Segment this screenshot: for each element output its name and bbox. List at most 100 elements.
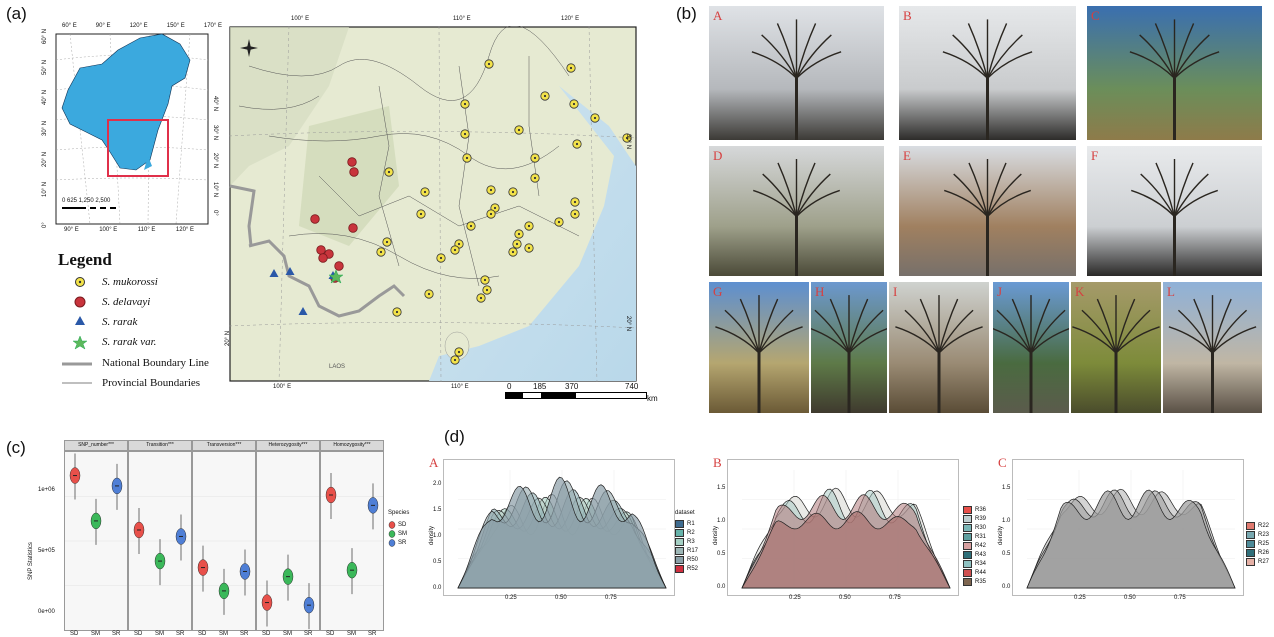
panel-label-c: (c)	[6, 438, 26, 457]
photo-letter: I	[893, 284, 898, 299]
s-delavayi-point	[318, 253, 328, 263]
density-legend-item: R30	[963, 523, 986, 532]
s-mukorossi-point	[460, 99, 470, 109]
s-mukorossi-point	[508, 247, 518, 257]
map-right-tick: 20° N	[625, 316, 631, 332]
legend-label: R34	[975, 560, 987, 567]
photo-letter: L	[1167, 284, 1175, 299]
inset-left-tick: 0°	[42, 222, 48, 228]
facet-strip: SNP_number***	[64, 440, 128, 451]
legend-swatch	[963, 577, 972, 586]
s-mukorossi-point	[454, 347, 464, 357]
panel-label-a: (a)	[6, 4, 27, 23]
legend-swatch	[675, 528, 684, 537]
map-bottom-tick: 110° E	[451, 384, 469, 390]
legend-swatch	[963, 568, 972, 577]
legend-swatch	[963, 541, 972, 550]
s-mukorossi-point	[622, 133, 632, 143]
inset-left-tick: 10° N	[42, 182, 48, 198]
map-laos-label: LAOS	[329, 364, 346, 370]
inset-right-tick: 40° N	[212, 96, 218, 112]
inset-bottom-tick: 110° E	[137, 227, 156, 233]
s-mukorossi-point	[416, 209, 426, 219]
photo-letter: E	[903, 148, 911, 163]
legend-swatch	[675, 564, 684, 573]
density-ytick: 0.5	[717, 551, 726, 557]
s-mukorossi-point	[450, 355, 460, 365]
density-xtick: 0.50	[555, 595, 567, 601]
s-mukorossi-point	[524, 221, 534, 231]
tree-photo: J	[993, 282, 1069, 413]
s-mukorossi-point	[530, 153, 540, 163]
legend-label: R43	[975, 551, 987, 558]
scale-number: 0	[507, 382, 512, 391]
density-xtick: 0.50	[1124, 595, 1136, 601]
s-mukorossi-point	[482, 285, 492, 295]
density-chart-c: C density 1.5 1.0 0.5 0.0 0.25 0.50 0.75…	[990, 455, 1274, 620]
s-mukorossi-point	[424, 289, 434, 299]
map-right-tick: 30° N	[625, 134, 631, 150]
density-legend-item: R42	[963, 541, 986, 550]
s-mukorossi-point	[476, 293, 486, 303]
s-mukorossi-point	[486, 185, 496, 195]
s-mukorossi-point	[376, 247, 386, 257]
density-xtick: 0.75	[605, 595, 617, 601]
legend-label: R17	[687, 547, 699, 554]
legend-swatch	[963, 505, 972, 514]
violin-legend-item: SM	[398, 530, 407, 537]
legend-label: R1	[687, 520, 695, 527]
map-bottom-tick: 100° E	[273, 384, 292, 390]
s-mukorossi-point	[420, 187, 430, 197]
density-ytick: 0.0	[433, 585, 442, 591]
facet-panel	[128, 451, 192, 631]
density-xtick: 0.75	[1174, 595, 1186, 601]
density-legend-item: R39	[963, 514, 986, 523]
legend-label: R36	[975, 506, 987, 513]
legend-swatch	[1246, 530, 1255, 539]
photo-letter: F	[1091, 148, 1099, 163]
map-points	[269, 59, 632, 365]
density-chart-a: A density 2.0 1.5 1.0 0.5 0.0 0.25 0.50 …	[425, 455, 699, 620]
s-mukorossi-point	[569, 99, 579, 109]
s-mukorossi-point	[460, 129, 470, 139]
main-map: 100° E 110° E 120° E 100° E 110° E 30° N…	[225, 16, 637, 390]
legend-item-s-rarak: S. rarak	[102, 316, 138, 328]
density-ytick: 2.0	[433, 481, 442, 487]
legend-swatch	[1246, 557, 1255, 566]
s-mukorossi-point	[566, 63, 576, 73]
density-ylabel: density	[713, 525, 719, 545]
density-legend-item: R34	[963, 559, 986, 568]
s-mukorossi-point	[486, 209, 496, 219]
inset-bottom-tick: 90° E	[64, 227, 79, 233]
s-mukorossi-point	[570, 197, 580, 207]
s-mukorossi-point	[392, 307, 402, 317]
s-mukorossi-point	[512, 239, 522, 249]
density-ytick: 1.0	[433, 533, 442, 539]
violin-legend: SD SM SR	[388, 520, 407, 547]
panel-label-b: (b)	[676, 4, 697, 23]
density-ytick: 1.0	[1002, 518, 1011, 524]
photo-letter: A	[713, 8, 723, 23]
legend-label: R27	[1258, 558, 1270, 565]
scale-number: 740	[625, 382, 639, 391]
legend-item-s-rarak-var: S. rarak var.	[102, 336, 157, 348]
density-legend-item: R43	[963, 550, 986, 559]
s-delavayi-point	[349, 167, 359, 177]
scale-number: 185	[533, 382, 547, 391]
density-xtick: 0.25	[505, 595, 517, 601]
legend-label: R35	[975, 578, 987, 585]
inset-right-tick: 30° N	[212, 124, 218, 140]
s-delavayi-point	[316, 245, 326, 255]
legend-label: R26	[1258, 549, 1270, 556]
density-legend-item: R17	[675, 546, 698, 555]
facet-panel	[320, 451, 384, 631]
density-panel-letter: A	[429, 455, 439, 470]
s-mukorossi-point	[436, 253, 446, 263]
tree-photo: L	[1163, 282, 1262, 413]
map-legend: Legend S. mukorossi S. delavayi S. rarak…	[58, 250, 238, 400]
legend-label: R2	[687, 529, 695, 536]
legend-label: R50	[687, 556, 699, 563]
map-top-tick: 110° E	[453, 16, 471, 22]
density-ytick: 0.0	[1002, 584, 1011, 590]
legend-label: R25	[1258, 540, 1270, 547]
